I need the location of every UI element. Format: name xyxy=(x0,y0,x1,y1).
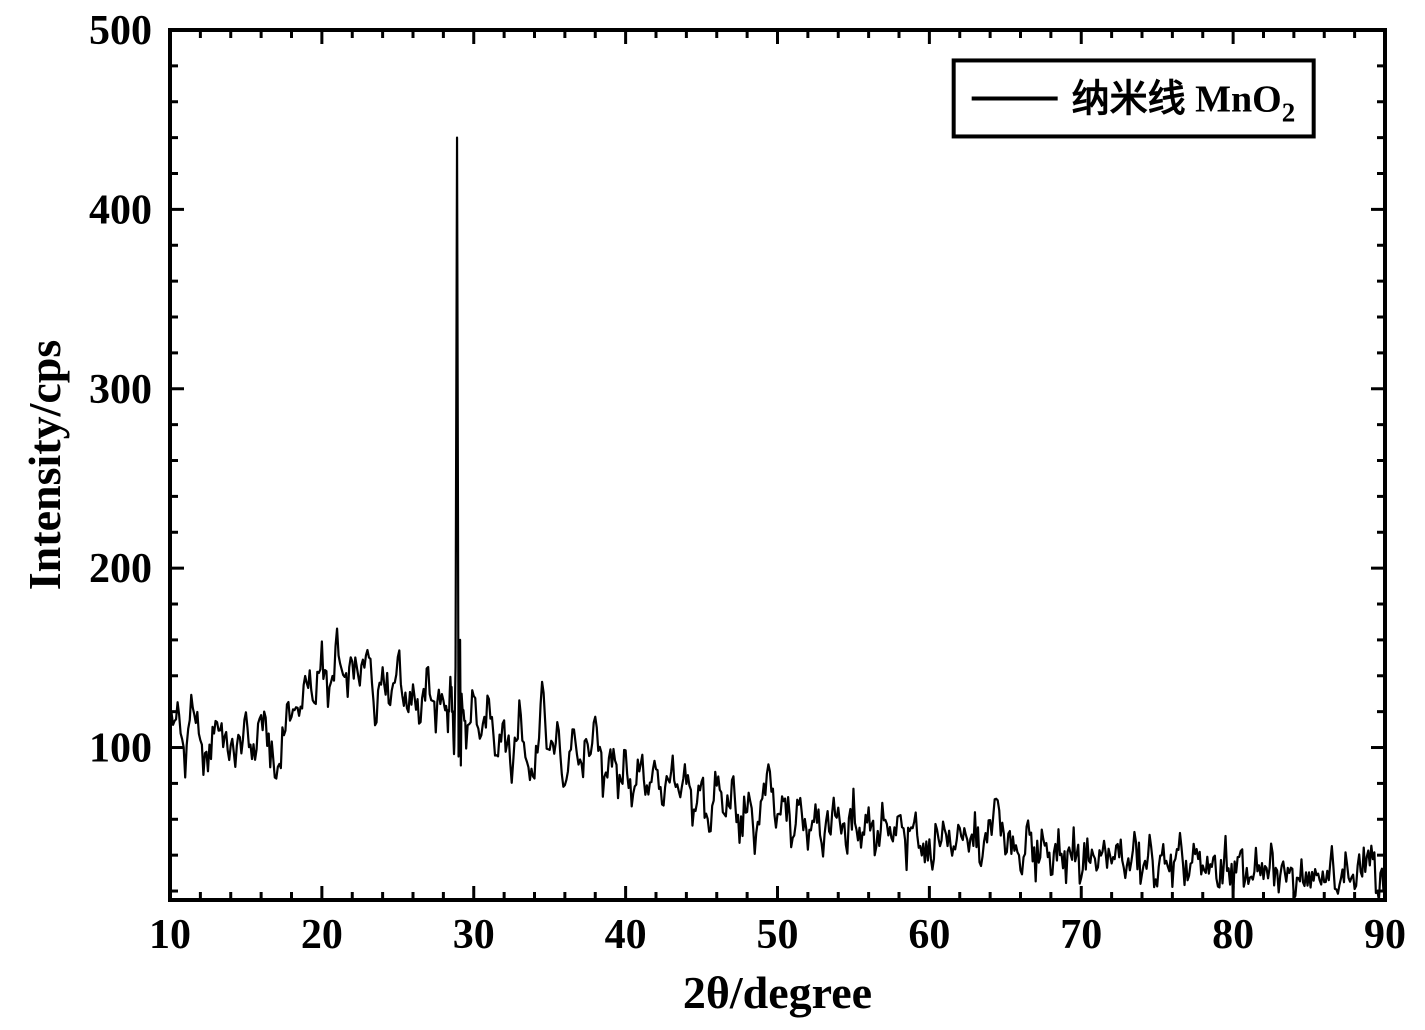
x-tick-label: 10 xyxy=(149,912,191,958)
legend-label: 纳米线 MnO2 xyxy=(1072,78,1296,127)
y-tick-label: 200 xyxy=(89,546,152,592)
y-tick-label: 400 xyxy=(89,187,152,233)
y-tick-label: 500 xyxy=(89,8,152,54)
y-tick-label: 300 xyxy=(89,367,152,413)
xrd-chart: 10 20 30 40 50 60 70 80 90 100 200 300 400 500 2θ/degr… xyxy=(0,0,1425,1030)
chart-svg: 10 20 30 40 50 60 70 80 90 100 200 300 400 500 2θ/degr… xyxy=(0,0,1425,1030)
x-axis-title: 2θ/degree xyxy=(683,967,872,1018)
x-tick-label: 20 xyxy=(301,912,343,958)
x-tick-label: 90 xyxy=(1364,912,1406,958)
y-axis-title: Intensity/cps xyxy=(19,340,70,590)
x-tick-label: 50 xyxy=(757,912,799,958)
y-tick-label: 100 xyxy=(89,726,152,772)
x-tick-label: 40 xyxy=(605,912,647,958)
x-tick-label: 80 xyxy=(1212,912,1254,958)
x-tick-label: 70 xyxy=(1060,912,1102,958)
x-tick-label: 30 xyxy=(453,912,495,958)
x-tick-label: 60 xyxy=(908,912,950,958)
